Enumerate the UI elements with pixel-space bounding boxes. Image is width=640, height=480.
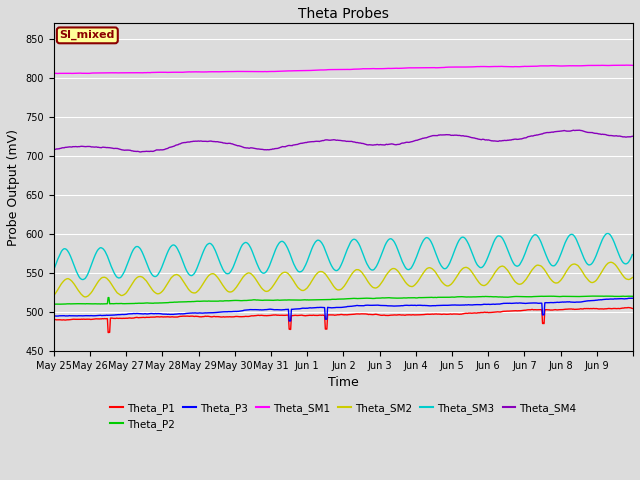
Line: Theta_P1: Theta_P1 [54, 308, 632, 333]
Theta_P3 [253, 307, 260, 312]
Theta_SM1 [118, 70, 126, 76]
Theta_P3 [275, 307, 282, 313]
Theta_SM3 [79, 276, 86, 282]
Line: Theta_SM1: Theta_SM1 [54, 65, 632, 73]
Theta_SM4 [570, 127, 577, 133]
Theta_SM3 [118, 272, 126, 278]
Theta_SM4 [118, 147, 125, 153]
Theta_P2 [54, 301, 61, 307]
Theta_P2 [436, 294, 444, 300]
Theta_P3 [50, 313, 58, 319]
Theta_P1 [628, 306, 636, 312]
Theta_SM3 [604, 230, 612, 236]
Legend: Theta_P1, Theta_P2, Theta_P3, Theta_SM1, Theta_SM2, Theta_SM3, Theta_SM4: Theta_P1, Theta_P2, Theta_P3, Theta_SM1,… [106, 398, 580, 434]
Theta_SM2 [118, 292, 126, 298]
Theta_P1 [625, 305, 632, 311]
Theta_SM2 [404, 282, 412, 288]
Theta_SM4 [436, 132, 444, 138]
Title: Theta Probes: Theta Probes [298, 7, 389, 21]
Theta_SM4 [253, 146, 261, 152]
Theta_SM3 [225, 271, 233, 276]
Line: Theta_P3: Theta_P3 [54, 298, 632, 321]
Theta_P1 [225, 314, 233, 320]
Theta_SM4 [628, 133, 636, 139]
Theta_SM1 [624, 62, 632, 68]
Line: Theta_SM4: Theta_SM4 [54, 130, 632, 152]
Theta_P2 [118, 301, 126, 307]
Theta_P3 [224, 309, 232, 314]
Theta_P2 [628, 293, 636, 299]
Theta_SM2 [253, 279, 261, 285]
Theta_SM2 [82, 294, 90, 300]
Theta_SM1 [404, 65, 412, 71]
Theta_SM4 [50, 147, 58, 153]
Line: Theta_P2: Theta_P2 [54, 296, 632, 304]
Theta_SM2 [225, 289, 233, 295]
X-axis label: Time: Time [328, 376, 359, 389]
Theta_P1 [50, 317, 58, 323]
Theta_SM2 [628, 275, 636, 280]
Theta_SM4 [225, 141, 233, 146]
Theta_SM3 [253, 262, 261, 268]
Theta_P2 [253, 297, 261, 303]
Theta_SM1 [628, 62, 636, 68]
Theta_SM1 [436, 65, 444, 71]
Theta_P1 [118, 315, 126, 321]
Line: Theta_SM3: Theta_SM3 [54, 233, 632, 279]
Theta_P1 [253, 312, 261, 318]
Theta_P1 [436, 312, 444, 317]
Theta_P2 [590, 293, 598, 299]
Theta_SM3 [404, 266, 412, 272]
Line: Theta_SM2: Theta_SM2 [54, 262, 632, 297]
Theta_SM3 [436, 261, 444, 266]
Y-axis label: Probe Output (mV): Probe Output (mV) [7, 129, 20, 246]
Theta_SM3 [275, 240, 283, 246]
Theta_SM1 [54, 71, 61, 76]
Theta_SM1 [253, 69, 261, 74]
Theta_SM2 [275, 273, 283, 279]
Theta_P3 [436, 302, 444, 308]
Theta_P3 [118, 312, 125, 317]
Theta_SM1 [225, 69, 233, 74]
Theta_P1 [404, 312, 412, 318]
Theta_SM2 [607, 259, 615, 265]
Theta_P2 [225, 298, 233, 304]
Theta_SM1 [275, 68, 283, 74]
Theta_P1 [104, 330, 112, 336]
Theta_P3 [404, 302, 412, 308]
Theta_SM2 [436, 276, 444, 282]
Theta_SM1 [50, 71, 58, 76]
Text: SI_mixed: SI_mixed [60, 30, 115, 40]
Theta_P1 [275, 312, 283, 318]
Theta_SM3 [628, 252, 636, 257]
Theta_P2 [50, 301, 58, 307]
Theta_SM3 [50, 267, 58, 273]
Theta_P2 [404, 295, 412, 301]
Theta_P3 [286, 318, 294, 324]
Theta_SM4 [404, 139, 412, 145]
Theta_SM4 [275, 145, 283, 151]
Theta_SM4 [137, 149, 145, 155]
Theta_P3 [628, 295, 636, 301]
Theta_P2 [275, 298, 283, 303]
Theta_SM2 [50, 292, 58, 298]
